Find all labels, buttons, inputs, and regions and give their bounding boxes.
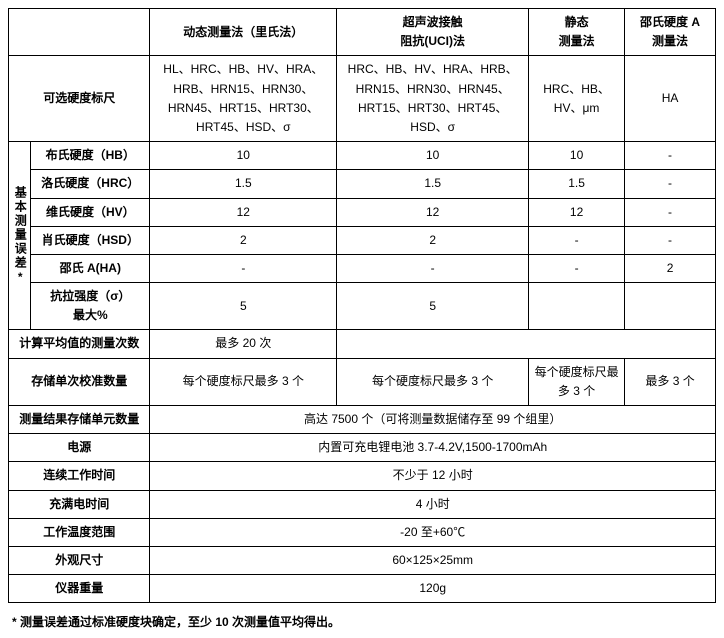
table-row: 肖氏硬度（HSD） 2 2 - - (9, 226, 716, 254)
cell: 5 (150, 283, 337, 330)
header-col2: 超声波接触阻抗(UCI)法 (337, 9, 529, 56)
cell (529, 283, 625, 330)
row-label: 测量结果存储单元数量 (9, 406, 150, 434)
header-blank (9, 9, 150, 56)
cell: 2 (337, 226, 529, 254)
cell: 60×125×25mm (150, 546, 716, 574)
spec-table: 动态测量法（里氏法） 超声波接触阻抗(UCI)法 静态测量法 邵氏硬度 A测量法… (8, 8, 716, 603)
table-row: 电源 内置可充电锂电池 3.7-4.2V,1500-1700mAh (9, 434, 716, 462)
cell: 5 (337, 283, 529, 330)
cell: HL、HRC、HB、HV、HRA、HRB、HRN15、HRN30、HRN45、H… (150, 56, 337, 142)
cell: 10 (150, 142, 337, 170)
cell: 4 小时 (150, 490, 716, 518)
row-label: 仪器重量 (9, 575, 150, 603)
cell: - (625, 198, 716, 226)
table-row: 基本测量误差* 布氏硬度（HB） 10 10 10 - (9, 142, 716, 170)
table-row: 抗拉强度（σ）最大% 5 5 (9, 283, 716, 330)
row-label: 洛氏硬度（HRC） (31, 170, 150, 198)
table-row: 外观尺寸 60×125×25mm (9, 546, 716, 574)
header-col1: 动态测量法（里氏法） (150, 9, 337, 56)
table-row: 可选硬度标尺 HL、HRC、HB、HV、HRA、HRB、HRN15、HRN30、… (9, 56, 716, 142)
row-label: 邵氏 A(HA) (31, 254, 150, 282)
cell: 10 (337, 142, 529, 170)
cell: 每个硬度标尺最多 3 个 (150, 358, 337, 405)
cell: 10 (529, 142, 625, 170)
cell: - (337, 254, 529, 282)
table-row: 工作温度范围 -20 至+60℃ (9, 518, 716, 546)
side-group-label: 基本测量误差* (9, 142, 31, 330)
cell: 不少于 12 小时 (150, 462, 716, 490)
table-row: 维氏硬度（HV） 12 12 12 - (9, 198, 716, 226)
cell: 120g (150, 575, 716, 603)
cell: 1.5 (529, 170, 625, 198)
cell-empty (337, 330, 716, 358)
cell: HRC、HB、HV、μm (529, 56, 625, 142)
row-label: 外观尺寸 (9, 546, 150, 574)
row-label: 充满电时间 (9, 490, 150, 518)
cell: 12 (150, 198, 337, 226)
cell: - (150, 254, 337, 282)
cell: 每个硬度标尺最多 3 个 (529, 358, 625, 405)
cell: 1.5 (337, 170, 529, 198)
footnote: * 测量误差通过标准硬度块确定，至少 10 次测量值平均得出。 (8, 613, 716, 630)
row-label: 电源 (9, 434, 150, 462)
table-row: 洛氏硬度（HRC） 1.5 1.5 1.5 - (9, 170, 716, 198)
row-label: 计算平均值的测量次数 (9, 330, 150, 358)
cell (625, 283, 716, 330)
cell: 最多 3 个 (625, 358, 716, 405)
row-label: 肖氏硬度（HSD） (31, 226, 150, 254)
cell: 1.5 (150, 170, 337, 198)
cell: 内置可充电锂电池 3.7-4.2V,1500-1700mAh (150, 434, 716, 462)
cell: 2 (625, 254, 716, 282)
row-label: 工作温度范围 (9, 518, 150, 546)
row-label-scales: 可选硬度标尺 (9, 56, 150, 142)
cell: HRC、HB、HV、HRA、HRB、HRN15、HRN30、HRN45、HRT1… (337, 56, 529, 142)
cell: - (625, 142, 716, 170)
cell: 12 (529, 198, 625, 226)
table-row: 存储单次校准数量 每个硬度标尺最多 3 个 每个硬度标尺最多 3 个 每个硬度标… (9, 358, 716, 405)
cell: 高达 7500 个（可将测量数据储存至 99 个组里） (150, 406, 716, 434)
cell: 每个硬度标尺最多 3 个 (337, 358, 529, 405)
table-row: 动态测量法（里氏法） 超声波接触阻抗(UCI)法 静态测量法 邵氏硬度 A测量法 (9, 9, 716, 56)
header-col3: 静态测量法 (529, 9, 625, 56)
table-row: 充满电时间 4 小时 (9, 490, 716, 518)
header-col4: 邵氏硬度 A测量法 (625, 9, 716, 56)
table-row: 仪器重量 120g (9, 575, 716, 603)
table-row: 邵氏 A(HA) - - - 2 (9, 254, 716, 282)
table-row: 计算平均值的测量次数 最多 20 次 (9, 330, 716, 358)
row-label: 布氏硬度（HB） (31, 142, 150, 170)
cell: 最多 20 次 (150, 330, 337, 358)
cell: 12 (337, 198, 529, 226)
cell: 2 (150, 226, 337, 254)
cell: - (529, 254, 625, 282)
cell: -20 至+60℃ (150, 518, 716, 546)
table-row: 连续工作时间 不少于 12 小时 (9, 462, 716, 490)
row-label: 存储单次校准数量 (9, 358, 150, 405)
table-row: 测量结果存储单元数量 高达 7500 个（可将测量数据储存至 99 个组里） (9, 406, 716, 434)
cell: - (529, 226, 625, 254)
row-label: 维氏硬度（HV） (31, 198, 150, 226)
row-label: 抗拉强度（σ）最大% (31, 283, 150, 330)
cell: - (625, 226, 716, 254)
cell: - (625, 170, 716, 198)
row-label: 连续工作时间 (9, 462, 150, 490)
cell: HA (625, 56, 716, 142)
